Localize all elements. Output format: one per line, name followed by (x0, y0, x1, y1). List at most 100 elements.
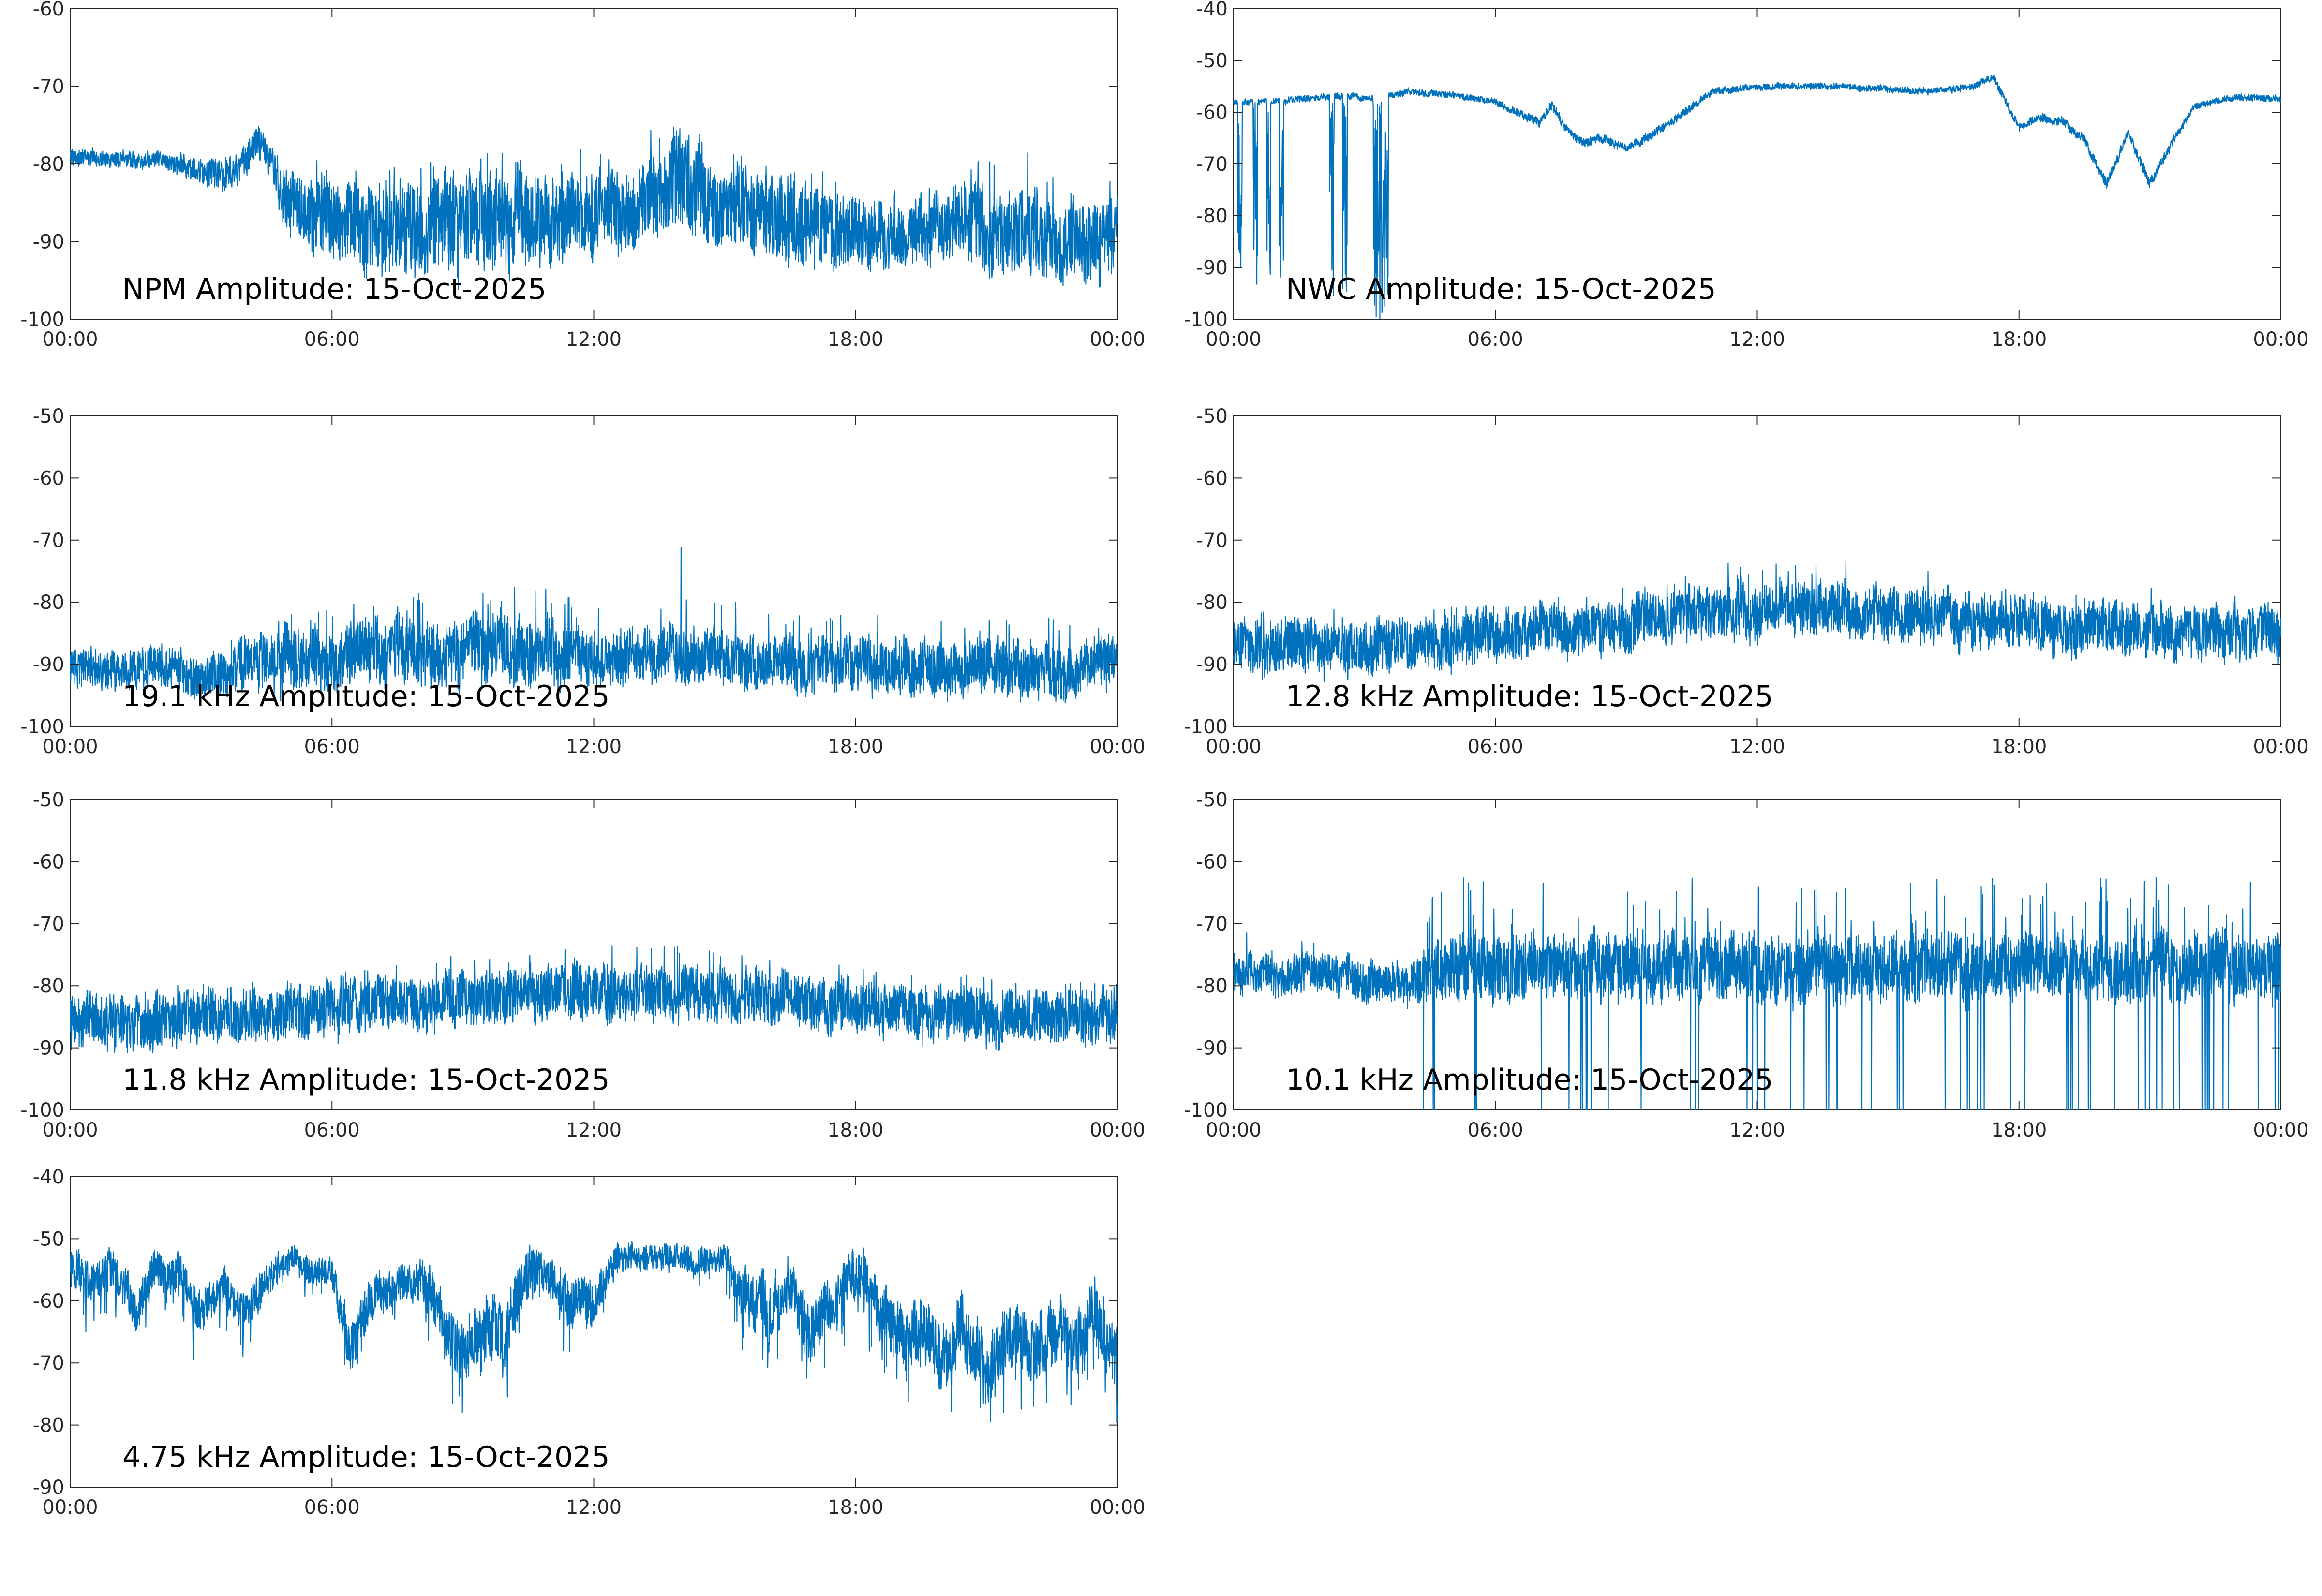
y-tick-label: -60 (33, 851, 64, 873)
y-tick-label: -50 (33, 1228, 64, 1250)
panel-title: 19.1 kHz Amplitude: 15-Oct-2025 (122, 680, 610, 713)
y-tick-label: -50 (1196, 789, 1228, 811)
x-tick-label: 00:00 (42, 328, 98, 351)
x-tick-label: 06:00 (304, 1119, 360, 1141)
y-tick-label: -70 (33, 530, 64, 552)
series-marks (69, 125, 1118, 290)
x-tick-label: 12:00 (1729, 328, 1785, 351)
axis-ticks: 00:00 06:00 12:00 18:00 00:00 -50 -60 -70 -80 -90… (20, 789, 1145, 1141)
panel-10-1-khz: 00:00 06:00 12:00 18:00 00:00 -50 -60 -70 -80 -90… (1184, 789, 2308, 1141)
y-tick-label: -40 (1196, 0, 1228, 20)
y-tick-label: -70 (33, 76, 64, 98)
x-tick-label: 00:00 (1089, 736, 1145, 758)
x-tick-label: 00:00 (42, 1496, 98, 1519)
panel-11-8-khz: 00:00 06:00 12:00 18:00 00:00 -50 -60 -70 -80 -90… (20, 789, 1145, 1141)
y-tick-label: -70 (1196, 153, 1228, 176)
panel-title: NPM Amplitude: 15-Oct-2025 (122, 272, 546, 306)
y-tick-label: -80 (33, 1415, 64, 1437)
plot-frame (1233, 8, 2281, 320)
y-tick-label: -50 (1196, 50, 1228, 72)
panel-nwc: 00:00 06:00 12:00 18:00 00:00 -40 -50 -60 -70 -80… (1184, 0, 2308, 351)
plot-frame (1233, 415, 2281, 727)
panel-title: 11.8 kHz Amplitude: 15-Oct-2025 (122, 1063, 610, 1097)
x-tick-label: 06:00 (304, 736, 360, 758)
y-tick-label: -60 (1196, 851, 1228, 873)
x-tick-label: 00:00 (42, 1119, 98, 1141)
y-tick-label: -90 (33, 654, 64, 676)
series-line (69, 1241, 1118, 1423)
y-tick-label: -50 (1196, 405, 1228, 428)
x-tick-label: 06:00 (1468, 736, 1523, 758)
y-tick-label: -60 (33, 467, 64, 489)
series-marks (69, 547, 1118, 704)
y-tick-label: -50 (33, 405, 64, 428)
panel-title: 4.75 kHz Amplitude: 15-Oct-2025 (122, 1440, 610, 1474)
series-marks (69, 1241, 1118, 1423)
x-tick-label: 18:00 (1991, 1119, 2047, 1141)
x-tick-label: 00:00 (1089, 1496, 1145, 1519)
y-tick-label: -60 (1196, 102, 1228, 124)
panel-4-75-khz: 00:00 06:00 12:00 18:00 00:00 -40 -50 -60 -70 -80… (33, 1166, 1146, 1519)
series-line (1233, 877, 2282, 1111)
y-tick-label: -100 (1184, 1099, 1228, 1122)
y-tick-label: -60 (1196, 467, 1228, 489)
y-tick-label: -90 (33, 1477, 64, 1499)
y-tick-label: -70 (1196, 913, 1228, 935)
y-tick-label: -50 (33, 789, 64, 811)
y-tick-label: -100 (20, 716, 64, 738)
x-tick-label: 06:00 (1468, 1119, 1523, 1141)
y-tick-label: -80 (33, 153, 64, 176)
x-tick-label: 12:00 (566, 1119, 622, 1141)
series-line (69, 547, 1118, 704)
y-tick-label: -40 (33, 1166, 64, 1188)
x-tick-label: 00:00 (2253, 1119, 2308, 1141)
x-tick-label: 00:00 (1206, 1119, 1261, 1141)
x-tick-label: 12:00 (566, 736, 622, 758)
y-tick-label: -60 (33, 0, 64, 20)
panel-12-8-khz: 00:00 06:00 12:00 18:00 00:00 -50 -60 -70 -80 -90… (1184, 405, 2308, 758)
y-tick-label: -90 (33, 1037, 64, 1060)
x-tick-label: 00:00 (1206, 328, 1261, 351)
panel-title: NWC Amplitude: 15-Oct-2025 (1286, 272, 1716, 306)
x-tick-label: 00:00 (42, 736, 98, 758)
y-tick-label: -70 (33, 1352, 64, 1374)
series-marks (69, 945, 1118, 1054)
x-tick-label: 12:00 (566, 328, 622, 351)
x-tick-label: 06:00 (304, 1496, 360, 1519)
y-tick-label: -90 (1196, 654, 1228, 676)
x-tick-label: 18:00 (828, 736, 883, 758)
x-tick-label: 12:00 (566, 1496, 622, 1519)
panel-title: 10.1 kHz Amplitude: 15-Oct-2025 (1286, 1063, 1773, 1097)
y-tick-label: -80 (33, 975, 64, 997)
y-tick-label: -100 (20, 309, 64, 331)
x-tick-label: 00:00 (1089, 328, 1145, 351)
x-tick-label: 18:00 (828, 328, 883, 351)
y-tick-label: -70 (33, 913, 64, 935)
y-tick-label: -90 (1196, 1037, 1228, 1060)
y-tick-label: -80 (1196, 975, 1228, 997)
y-tick-label: -100 (20, 1099, 64, 1122)
x-tick-label: 18:00 (1991, 736, 2047, 758)
panel-npm: 00:00 06:00 12:00 18:00 00:00 -60 -70 -80 -90 -10… (20, 0, 1145, 351)
x-tick-label: 00:00 (2253, 736, 2308, 758)
x-tick-label: 00:00 (2253, 328, 2308, 351)
series-marks (1233, 877, 2282, 1111)
x-tick-label: 00:00 (1206, 736, 1261, 758)
y-tick-label: -70 (1196, 530, 1228, 552)
panel-19-1-khz: 00:00 06:00 12:00 18:00 00:00 -50 -60 -70 -80 -90… (20, 405, 1145, 758)
axis-ticks: 00:00 06:00 12:00 18:00 00:00 -50 -60 -70 -80 -90… (1184, 789, 2308, 1141)
x-tick-label: 00:00 (1089, 1119, 1145, 1141)
x-tick-label: 06:00 (304, 328, 360, 351)
axis-ticks: 00:00 06:00 12:00 18:00 00:00 -50 -60 -70 -80 -90… (1184, 405, 2308, 758)
series-marks (1233, 74, 2281, 320)
x-tick-label: 12:00 (1729, 1119, 1785, 1141)
y-tick-label: -80 (1196, 205, 1228, 227)
axis-ticks: 00:00 06:00 12:00 18:00 00:00 -40 -50 -60 -70 -80… (33, 1166, 1146, 1519)
y-tick-label: -90 (1196, 257, 1228, 279)
y-tick-label: -100 (1184, 716, 1228, 738)
x-tick-label: 18:00 (828, 1496, 883, 1519)
axis-ticks: 00:00 06:00 12:00 18:00 00:00 -50 -60 -70 -80 -90… (20, 405, 1145, 758)
series-line (1233, 561, 2281, 682)
series-marks (1233, 561, 2281, 682)
